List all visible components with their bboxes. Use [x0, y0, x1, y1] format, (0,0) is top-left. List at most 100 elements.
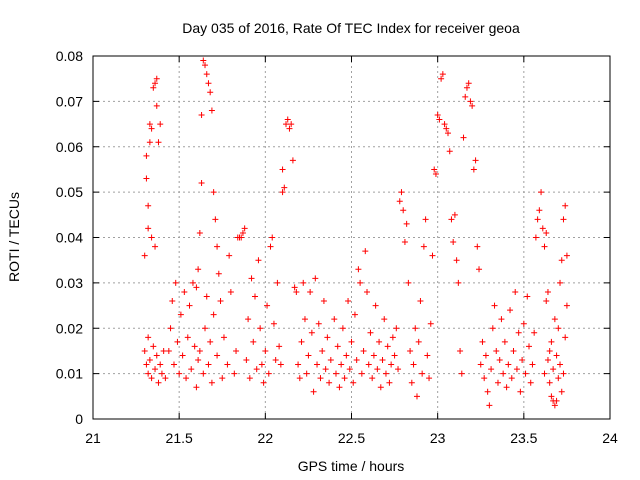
data-point [417, 298, 424, 305]
data-point [405, 279, 412, 286]
data-point [150, 343, 157, 350]
data-point [279, 189, 286, 196]
data-point [470, 166, 477, 173]
chart-title: Day 035 of 2016, Rate Of TEC Index for r… [182, 20, 520, 36]
data-point [353, 357, 360, 364]
data-point [508, 375, 515, 382]
data-point [467, 98, 474, 105]
data-point [202, 62, 209, 69]
data-point [536, 207, 543, 214]
data-point [362, 248, 369, 255]
data-point [196, 347, 203, 354]
data-point [463, 84, 470, 91]
data-point [529, 361, 536, 368]
data-point [146, 139, 153, 146]
data-point [524, 293, 531, 300]
y-tick-label: 0 [75, 411, 83, 427]
data-point [424, 352, 431, 359]
data-point [553, 352, 560, 359]
data-point [389, 334, 396, 341]
data-point [438, 75, 445, 82]
data-point [446, 148, 453, 155]
data-point [398, 189, 405, 196]
x-tick-label: 22.5 [338, 430, 365, 446]
data-point [562, 334, 569, 341]
data-point [351, 311, 358, 318]
y-tick-label: 0.07 [56, 93, 83, 109]
data-point [388, 361, 395, 368]
data-point [400, 207, 407, 214]
data-point [384, 343, 391, 350]
data-point [412, 325, 419, 332]
data-point [143, 361, 150, 368]
data-point [448, 216, 455, 223]
data-point [146, 121, 153, 128]
data-point [210, 189, 217, 196]
data-point [500, 370, 507, 377]
data-point [441, 121, 448, 128]
data-point [460, 134, 467, 141]
data-point [314, 361, 321, 368]
data-point [391, 352, 398, 359]
data-point [322, 366, 329, 373]
data-point [155, 379, 162, 386]
data-point [544, 357, 551, 364]
data-point [195, 266, 202, 273]
data-point [331, 316, 338, 323]
x-axis-label: GPS time / hours [298, 458, 405, 474]
data-point [217, 298, 224, 305]
data-point [443, 125, 450, 132]
x-axis-ticks: 21 21.5 22 22.5 23 23.5 24 [85, 56, 618, 446]
data-point [501, 338, 508, 345]
y-tick-label: 0.04 [56, 230, 83, 246]
data-point [395, 366, 402, 373]
data-point [296, 375, 303, 382]
y-tick-label: 0.03 [56, 275, 83, 291]
data-point [431, 166, 438, 173]
data-point [238, 234, 245, 241]
data-point [260, 379, 267, 386]
data-point [286, 125, 293, 132]
data-point [143, 175, 150, 182]
data-point [451, 211, 458, 218]
data-point [214, 243, 221, 250]
data-point [453, 257, 460, 264]
data-point [555, 375, 562, 382]
data-point [298, 338, 305, 345]
data-point [401, 239, 408, 246]
data-point [338, 361, 345, 368]
y-axis-label: ROTI / TECUs [6, 192, 22, 282]
y-tick-label: 0.08 [56, 48, 83, 64]
data-point [496, 357, 503, 364]
data-point [326, 379, 333, 386]
data-point [382, 370, 389, 377]
data-point [539, 225, 546, 232]
data-point [472, 157, 479, 164]
data-point [419, 370, 426, 377]
data-point [532, 234, 539, 241]
data-point [558, 388, 565, 395]
data-point [170, 361, 177, 368]
data-point [403, 220, 410, 227]
data-point [152, 80, 159, 87]
data-point [553, 397, 560, 404]
data-point [207, 338, 214, 345]
data-point [517, 388, 524, 395]
data-point [307, 288, 314, 295]
data-point [427, 320, 434, 327]
data-point [189, 279, 196, 286]
data-point [520, 320, 527, 327]
data-point [526, 343, 533, 350]
data-point [493, 347, 500, 354]
data-point [241, 225, 248, 232]
data-point [515, 329, 522, 336]
data-point [233, 347, 240, 354]
data-point [376, 338, 383, 345]
data-point [358, 370, 365, 377]
data-point [374, 366, 381, 373]
data-point [214, 352, 221, 359]
data-point [181, 288, 188, 295]
data-point [310, 388, 317, 395]
data-point [148, 125, 155, 132]
data-point [205, 361, 212, 368]
